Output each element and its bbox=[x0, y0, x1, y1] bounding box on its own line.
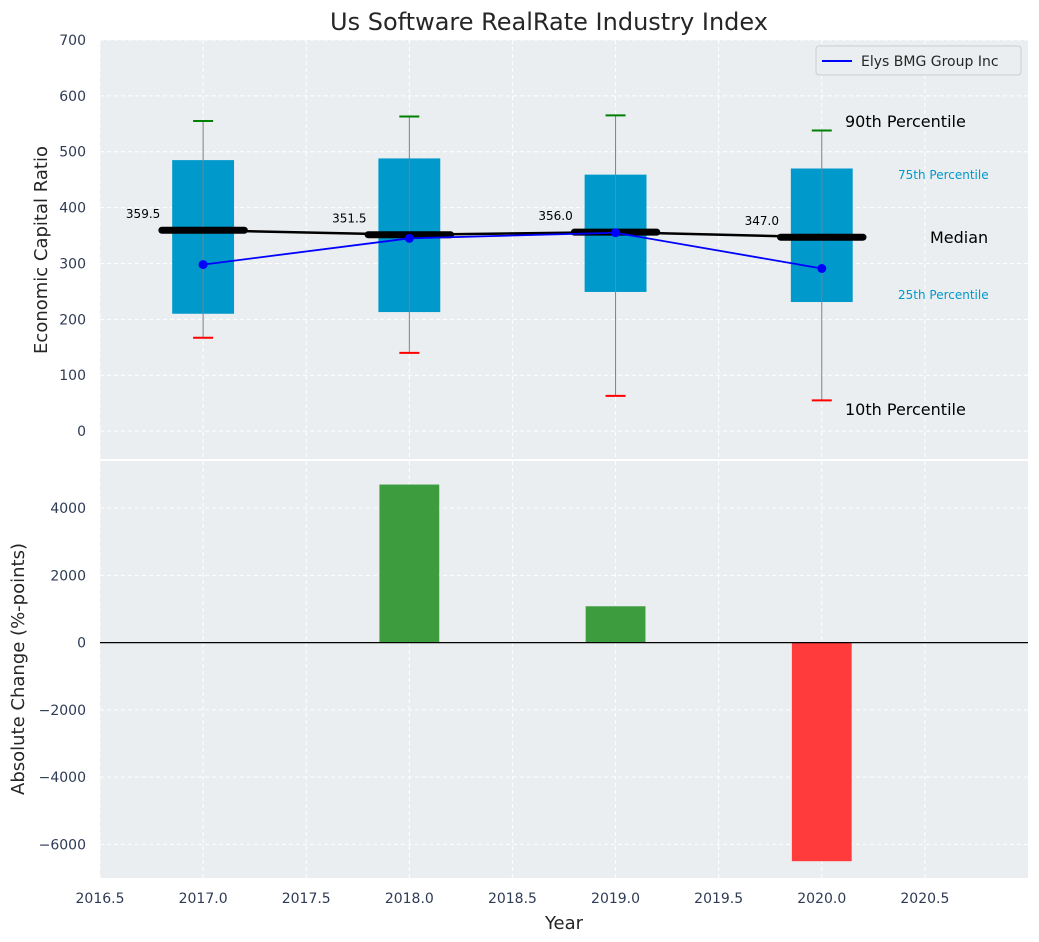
median-value-label: 347.0 bbox=[745, 214, 779, 228]
top-y-ticks: 0 100 200 300 400 500 600 700 bbox=[59, 33, 86, 440]
top-y-tick-label: 300 bbox=[59, 256, 86, 272]
top-y-tick-label: 400 bbox=[59, 201, 86, 217]
median-value-label: 359.5 bbox=[126, 207, 160, 221]
bottom-y-tick-label: 2000 bbox=[50, 568, 86, 584]
legend-label: Elys BMG Group Inc bbox=[861, 54, 999, 70]
company-point bbox=[198, 260, 208, 270]
bottom-plot-area bbox=[100, 461, 1028, 878]
company-line bbox=[202, 231, 822, 270]
bar-positive bbox=[585, 606, 646, 643]
top-y-tick-label: 500 bbox=[59, 145, 86, 161]
x-tick-label: 2017.5 bbox=[282, 891, 331, 907]
x-ticks: 2016.5 2017.0 2017.5 2018.0 2018.5 2019.0 2019… bbox=[76, 891, 950, 907]
bottom-y-tick-label: −4000 bbox=[39, 770, 86, 786]
legend-box bbox=[815, 45, 1022, 76]
bar-positive bbox=[379, 484, 440, 643]
x-tick-label: 2018.5 bbox=[488, 891, 537, 907]
median-trend-line bbox=[203, 228, 822, 239]
median-value-labels: 359.5 351.5 356.0 347.0 bbox=[126, 207, 779, 228]
median-value-label: 351.5 bbox=[332, 212, 366, 226]
company-point bbox=[404, 233, 414, 243]
x-tick-label: 2019.0 bbox=[591, 891, 640, 907]
annotation-p75: 75th Percentile bbox=[898, 168, 989, 182]
x-tick-label: 2017.0 bbox=[179, 891, 228, 907]
x-tick-label: 2019.5 bbox=[694, 891, 743, 907]
company-series bbox=[198, 228, 827, 273]
bottom-y-tick-label: −2000 bbox=[39, 703, 86, 719]
company-point bbox=[611, 228, 621, 238]
top-grid bbox=[99, 39, 1028, 459]
top-y-tick-label: 200 bbox=[59, 312, 86, 328]
x-tick-label: 2016.5 bbox=[76, 891, 125, 907]
change-bars bbox=[379, 484, 852, 862]
bottom-y-tick-label: 0 bbox=[77, 636, 86, 652]
chart-title: Us Software RealRate Industry Index bbox=[330, 8, 768, 36]
bottom-y-axis-label: Absolute Change (%-points) bbox=[8, 543, 29, 795]
top-y-tick-label: 600 bbox=[59, 89, 86, 105]
company-point bbox=[817, 263, 827, 273]
top-y-tick-label: 100 bbox=[59, 368, 86, 384]
top-y-axis-label: Economic Capital Ratio bbox=[31, 146, 52, 354]
bottom-y-tick-label: −6000 bbox=[39, 837, 86, 853]
x-tick-label: 2018.0 bbox=[385, 891, 434, 907]
top-y-tick-label: 700 bbox=[59, 33, 86, 49]
bottom-grid bbox=[99, 461, 1028, 878]
top-plot-area bbox=[100, 40, 1028, 459]
x-tick-label: 2020.0 bbox=[797, 891, 846, 907]
annotation-p25: 25th Percentile bbox=[898, 288, 989, 302]
legend: Elys BMG Group Inc bbox=[815, 45, 1022, 76]
annotation-median: Median bbox=[930, 228, 988, 247]
x-axis-label: Year bbox=[544, 913, 584, 934]
bar-negative bbox=[791, 642, 852, 862]
annotation-p90: 90th Percentile bbox=[845, 112, 966, 131]
bottom-y-ticks: −6000 −4000 −2000 0 2000 4000 bbox=[39, 501, 86, 853]
annotation-p10: 10th Percentile bbox=[845, 400, 966, 419]
top-y-tick-label: 0 bbox=[77, 424, 86, 440]
median-trend bbox=[203, 228, 822, 239]
bottom-y-tick-label: 4000 bbox=[50, 501, 86, 517]
median-value-label: 356.0 bbox=[538, 209, 572, 223]
x-tick-label: 2020.5 bbox=[900, 891, 949, 907]
